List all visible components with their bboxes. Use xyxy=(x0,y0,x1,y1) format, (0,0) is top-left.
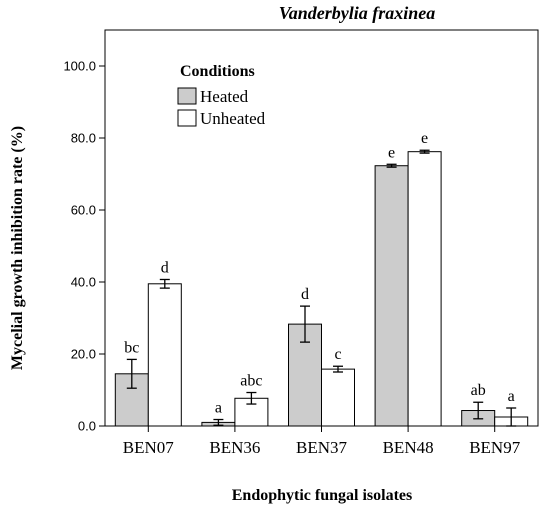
bar-unheated xyxy=(321,368,355,427)
significance-letter: a xyxy=(215,400,222,417)
significance-letter: bc xyxy=(124,339,139,356)
y-axis-title: Mycelial growth inhibition rate (%) xyxy=(9,126,26,370)
bars-group: bc d a abc d c e e ab a xyxy=(114,130,529,427)
y-tick-label: 100.0 xyxy=(63,59,96,74)
x-tick-label: BEN36 xyxy=(209,438,260,457)
legend-title: Conditions xyxy=(180,63,255,80)
significance-letter: abc xyxy=(240,373,262,390)
legend-swatch-unheated xyxy=(177,109,197,127)
bar-unheated xyxy=(407,151,442,427)
y-axis: 0.0 20.0 40.0 60.0 80.0 100.0 xyxy=(63,59,105,434)
x-tick-label: BEN97 xyxy=(469,438,521,457)
significance-letter: e xyxy=(388,144,395,161)
legend-label: Heated xyxy=(200,87,249,106)
legend: Conditions Heated Unheated xyxy=(177,63,266,128)
x-tick-label: BEN07 xyxy=(123,438,175,457)
significance-letter: ab xyxy=(471,382,486,399)
y-tick-label: 60.0 xyxy=(71,203,96,218)
significance-letter: a xyxy=(508,388,515,405)
x-axis-title: Endophytic fungal isolates xyxy=(232,487,412,504)
x-axis: BEN07 BEN36 BEN37 BEN48 BEN97 xyxy=(123,426,521,457)
significance-letter: e xyxy=(421,130,428,147)
significance-letter: c xyxy=(334,346,341,363)
legend-swatch-heated xyxy=(177,87,197,105)
x-tick-label: BEN37 xyxy=(296,438,348,457)
chart-title: Vanderbylia fraxinea xyxy=(279,3,436,23)
y-tick-label: 40.0 xyxy=(71,275,96,290)
legend-label: Unheated xyxy=(200,109,266,128)
x-tick-label: BEN48 xyxy=(383,438,434,457)
bar-heated xyxy=(374,165,409,427)
y-tick-label: 80.0 xyxy=(71,131,96,146)
significance-letter: d xyxy=(161,259,169,276)
y-tick-label: 0.0 xyxy=(78,419,96,434)
y-tick-label: 20.0 xyxy=(71,347,96,362)
bar-unheated xyxy=(147,283,182,427)
significance-letter: d xyxy=(301,286,309,303)
